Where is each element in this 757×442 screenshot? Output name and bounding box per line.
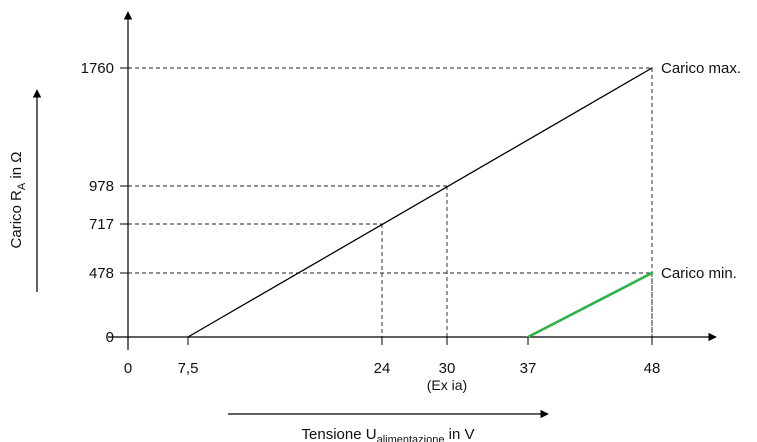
series-lines: Carico max. Carico min. xyxy=(187,60,741,339)
y-axis-title: Carico RA in Ω xyxy=(8,152,28,249)
x-tick-label: 30 xyxy=(439,360,456,377)
series-line-carico-min xyxy=(526,271,654,339)
y-tick-label: 1760 xyxy=(81,60,114,77)
tick-labels: 0 478 717 978 1760 0 7,5 24 30 37 48 (Ex ia) xyxy=(81,60,661,393)
series-line-carico-max xyxy=(187,67,653,338)
x-tick-label: 24 xyxy=(374,360,391,377)
x-axis-title: Tensione Ualimentazione in V xyxy=(302,426,475,442)
x-tick-label: 0 xyxy=(124,360,132,377)
x-tick-note: (Ex ia) xyxy=(427,377,467,393)
series-label-carico-max: Carico max. xyxy=(661,60,741,77)
y-tick-label: 478 xyxy=(89,265,114,282)
reference-lines xyxy=(128,67,653,337)
x-tick-label: 48 xyxy=(644,360,661,377)
series-label-carico-min: Carico min. xyxy=(661,265,737,282)
axes xyxy=(108,11,717,350)
x-tick-label: 7,5 xyxy=(178,360,199,377)
y-tick-label: 0 xyxy=(106,329,114,346)
y-tick-label: 978 xyxy=(89,178,114,195)
x-tick-label: 37 xyxy=(520,360,537,377)
y-tick-label: 717 xyxy=(89,216,114,233)
